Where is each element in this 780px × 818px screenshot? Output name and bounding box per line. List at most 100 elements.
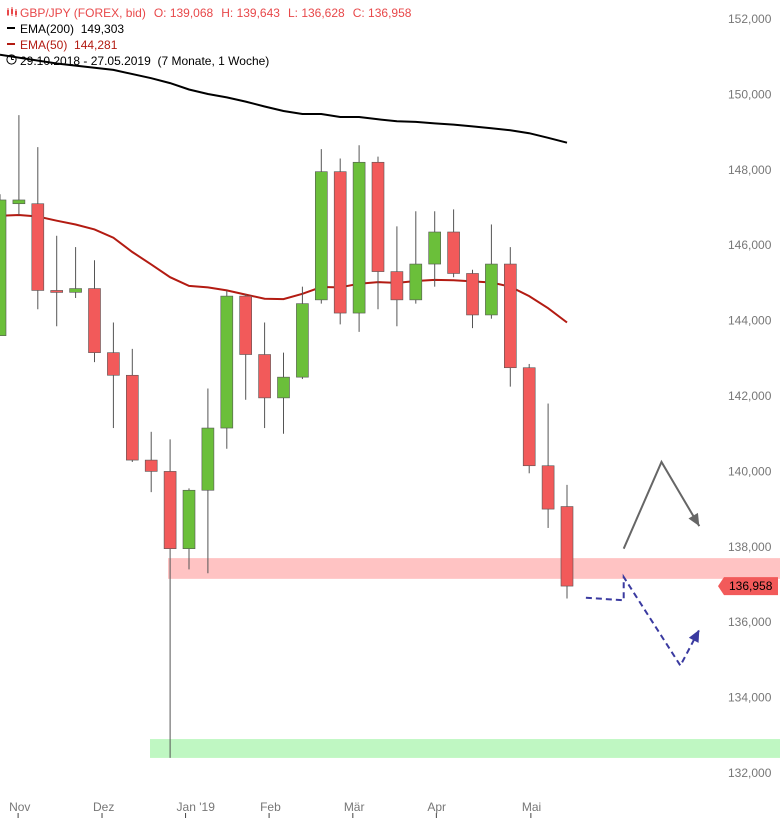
candle-body [0, 199, 7, 336]
candle-body [277, 376, 290, 399]
y-tick-label: 140,000 [728, 464, 772, 478]
candle [296, 286, 309, 380]
candle [390, 226, 404, 327]
candle-body [428, 231, 442, 265]
candle-body [201, 427, 215, 491]
candle-body [258, 354, 271, 399]
x-tick-label: Mai [522, 800, 541, 814]
primary-forecast-arrowhead [688, 512, 700, 527]
candle [0, 194, 7, 336]
primary-forecast-line [622, 459, 701, 550]
ema50-line [0, 213, 568, 324]
zones-layer [150, 558, 780, 758]
candle [314, 149, 328, 304]
date-range: 29.10.2018 - 27.05.2019 [20, 54, 151, 68]
candle-body [390, 271, 404, 301]
instrument-row: GBP/JPY (FOREX, bid) O: 139,068 H: 139,6… [6, 5, 411, 21]
y-tick-label: 134,000 [728, 691, 772, 705]
candle-body [314, 171, 328, 301]
support-zone [150, 739, 780, 758]
candle [220, 290, 234, 449]
ema50-value: 144,281 [74, 38, 118, 52]
candle-body [220, 295, 234, 429]
last-price-value: 136,958 [729, 579, 773, 593]
candle [541, 403, 555, 528]
x-axis: Nov Dez Jan '19 Feb Mär Apr Mai [9, 800, 541, 818]
resistance-zone [168, 558, 780, 579]
alternative-forecast-line [585, 573, 701, 668]
x-tick-label: Mär [344, 800, 365, 814]
candle [428, 211, 442, 287]
candle [409, 211, 423, 304]
y-tick-label: 152,000 [728, 12, 772, 26]
instrument-name: GBP/JPY (FOREX, bid) [20, 6, 146, 20]
candle-body [31, 203, 45, 291]
candle [163, 439, 177, 758]
low-value: 136,628 [301, 6, 345, 20]
candle-body [88, 288, 101, 353]
y-tick-label: 146,000 [728, 238, 772, 252]
y-tick-label: 148,000 [728, 163, 772, 177]
candle-body [126, 374, 139, 461]
candle-body [371, 161, 385, 272]
alternative-forecast-arrowhead [688, 629, 700, 643]
ema-layer [0, 53, 568, 324]
candle-body [296, 303, 309, 378]
ema200-label: EMA(200) [20, 22, 75, 36]
candle [503, 247, 517, 387]
ema200-legend: EMA(200) 149,303 [6, 21, 411, 37]
candle [126, 348, 139, 462]
candle [485, 224, 498, 319]
candle-body [107, 352, 120, 376]
ema200-value: 149,303 [80, 22, 125, 36]
y-tick-label: 150,000 [728, 87, 772, 101]
candle-body [503, 263, 517, 369]
candle-body [409, 263, 423, 301]
candle-body [163, 471, 177, 549]
last-price-badge: 136,958 [718, 577, 778, 596]
x-tick-label: Feb [260, 800, 281, 814]
candle-icon [6, 5, 20, 21]
y-tick-label: 138,000 [728, 540, 772, 554]
last-price-badge-shape [718, 577, 778, 596]
candle-body [485, 263, 498, 316]
candle [447, 209, 460, 278]
candle [12, 115, 26, 216]
period-label: (7 Monate, 1 Woche) [157, 54, 270, 68]
candle-body [352, 161, 366, 314]
candle-body [50, 290, 64, 293]
close-value: 136,958 [368, 6, 412, 20]
candle-body [333, 171, 347, 314]
candle [239, 294, 252, 400]
candle-body [182, 489, 196, 549]
x-tick-label: Apr [427, 800, 446, 814]
candle-body [541, 465, 555, 510]
high-label: H: [221, 6, 234, 20]
x-tick-label: Dez [93, 800, 114, 814]
candle [50, 235, 64, 327]
candle [371, 156, 385, 310]
candles-layer [0, 115, 574, 758]
high-value: 139,643 [236, 6, 280, 20]
candle-body [239, 295, 252, 355]
candle [560, 484, 574, 599]
chart-legend: GBP/JPY (FOREX, bid) O: 139,068 H: 139,6… [6, 5, 411, 69]
candle [277, 352, 290, 434]
ema200-line-icon [6, 21, 20, 37]
candle-body [522, 367, 536, 467]
low-label: L: [287, 6, 298, 20]
candle-body [466, 273, 479, 316]
candle [182, 488, 196, 570]
ema200-line [0, 53, 568, 144]
candle [352, 145, 366, 332]
candle [333, 158, 347, 325]
candle-body [447, 231, 460, 274]
candle [466, 269, 479, 329]
candle [107, 322, 120, 429]
close-label: C: [352, 6, 365, 20]
ema50-line-icon [6, 37, 20, 53]
open-value: 139,068 [169, 6, 214, 20]
ema50-legend: EMA(50) 144,281 [6, 37, 411, 53]
y-tick-label: 144,000 [728, 314, 772, 328]
